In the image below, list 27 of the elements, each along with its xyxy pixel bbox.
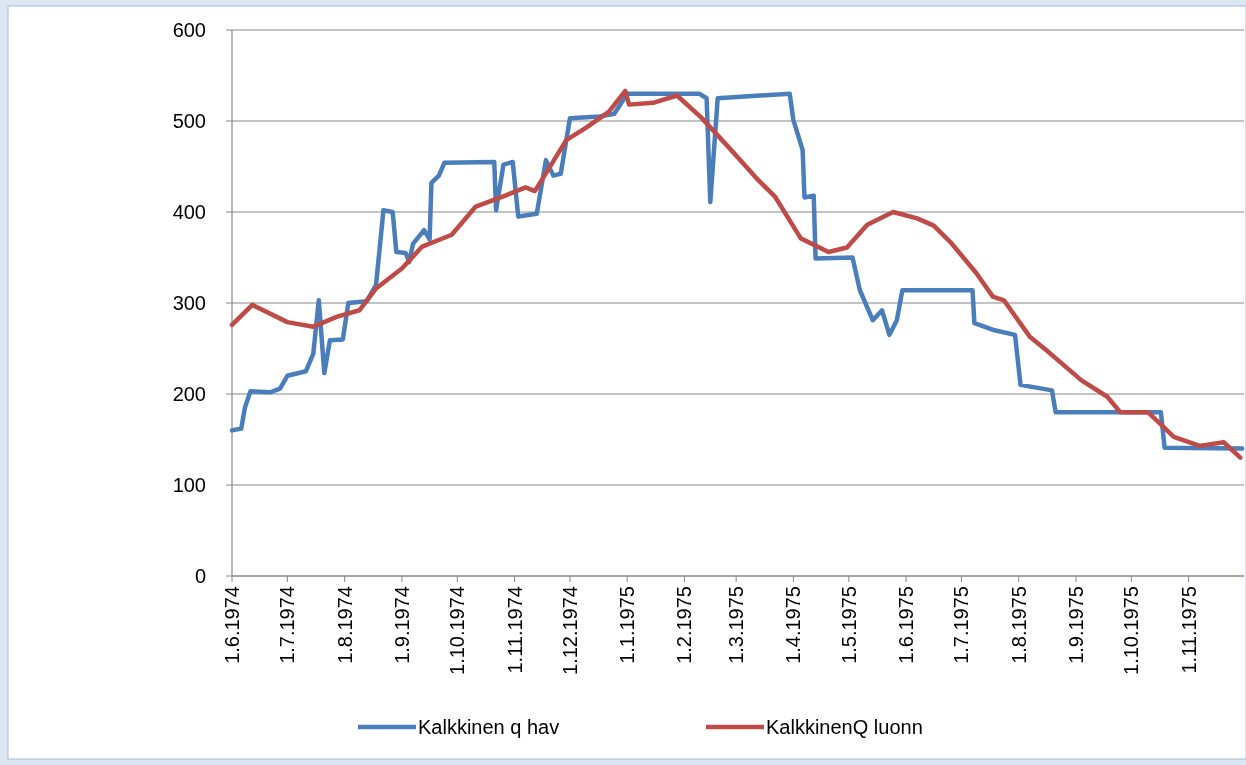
x-tick-label: 1.7.1974 <box>276 586 299 664</box>
x-tick-label: 1.12.1974 <box>558 586 581 675</box>
x-tick-label: 1.11.1975 <box>1177 586 1200 674</box>
y-tick-label: 200 <box>172 383 206 405</box>
x-tick-label: 1.8.1975 <box>1007 586 1030 664</box>
x-tick-label: 1.2.1975 <box>673 586 696 664</box>
x-tick-label: 1.1.1975 <box>616 586 639 664</box>
y-tick-label: 0 <box>194 565 206 587</box>
y-tick-label: 400 <box>172 201 206 223</box>
x-tick-label: 1.10.1974 <box>446 586 469 675</box>
y-tick-label: 300 <box>172 292 206 314</box>
x-tick-label: 1.7.1975 <box>950 586 973 664</box>
legend-label: Kalkkinen q hav <box>418 716 560 738</box>
y-tick-label: 100 <box>172 474 206 496</box>
x-tick-label: 1.11.1974 <box>503 586 526 674</box>
x-tick-label: 1.9.1974 <box>390 586 413 664</box>
legend-label: KalkkinenQ luonn <box>766 716 923 738</box>
x-tick-label: 1.3.1975 <box>725 586 748 664</box>
x-tick-label: 1.6.1974 <box>221 586 243 664</box>
x-tick-label: 1.10.1975 <box>1120 586 1143 675</box>
x-tick-label: 1.5.1975 <box>837 586 860 664</box>
x-tick-label: 1.4.1975 <box>782 586 805 664</box>
y-tick-label: 500 <box>172 110 206 132</box>
y-tick-label: 600 <box>172 19 206 41</box>
x-tick-label: 1.6.1975 <box>895 586 918 664</box>
x-tick-label: 1.9.1975 <box>1064 586 1087 664</box>
x-tick-label: 1.8.1974 <box>333 586 356 664</box>
